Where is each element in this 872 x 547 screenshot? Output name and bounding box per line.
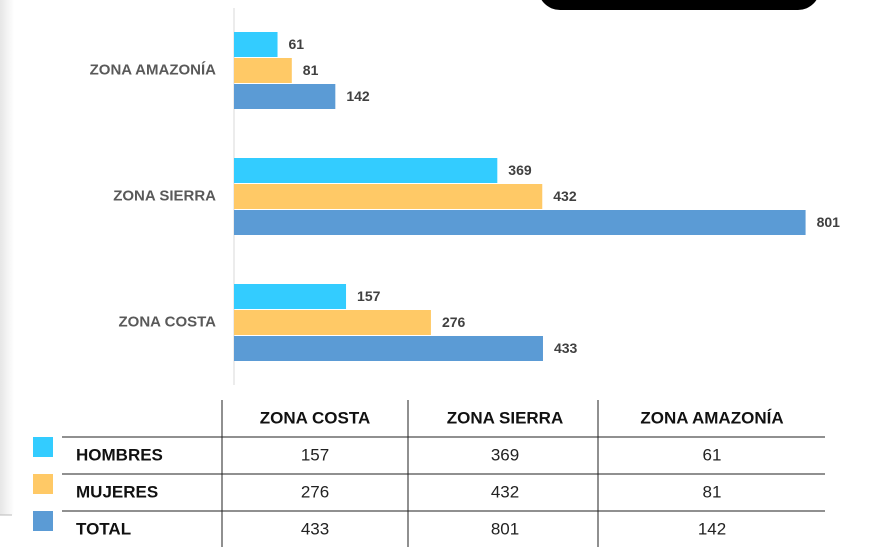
category-label: ZONA AMAZONÍA	[90, 61, 217, 78]
bar	[234, 184, 543, 209]
table-header: ZONA SIERRA	[447, 408, 564, 427]
value-label: 276	[442, 314, 466, 330]
table-header: ZONA AMAZONÍA	[640, 408, 783, 427]
bar	[234, 32, 278, 57]
table-cell: 81	[703, 482, 722, 501]
table-header: ZONA COSTA	[260, 408, 371, 427]
category-label: ZONA SIERRA	[113, 187, 216, 204]
table-cell: 61	[703, 445, 722, 464]
table	[62, 400, 825, 547]
legend-label: MUJERES	[76, 482, 158, 501]
value-label: 801	[817, 214, 841, 230]
legend-swatch	[33, 511, 53, 531]
value-label: 81	[303, 62, 319, 78]
side-shade	[0, 0, 14, 515]
decor-pill	[541, 0, 817, 10]
legend-swatch	[33, 474, 53, 494]
bar	[234, 284, 347, 309]
legend-label: HOMBRES	[76, 445, 163, 464]
table-cell: 157	[301, 445, 329, 464]
bar	[234, 84, 336, 109]
bar	[234, 58, 292, 83]
table-cell: 433	[301, 519, 329, 538]
table-cell: 801	[491, 519, 519, 538]
value-label: 157	[357, 288, 381, 304]
table-cell: 369	[491, 445, 519, 464]
value-label: 142	[346, 88, 370, 104]
bar	[234, 310, 431, 335]
table-cell: 142	[698, 519, 726, 538]
bar	[234, 336, 543, 361]
table-cell: 276	[301, 482, 329, 501]
bar	[234, 158, 498, 183]
category-label: ZONA COSTA	[119, 313, 217, 330]
value-label: 433	[554, 340, 578, 356]
value-label: 61	[289, 36, 305, 52]
table-cell: 432	[491, 482, 519, 501]
value-label: 369	[508, 162, 532, 178]
legend-swatch	[33, 437, 53, 457]
bar	[234, 210, 806, 235]
legend-label: TOTAL	[76, 519, 131, 538]
value-label: 432	[553, 188, 577, 204]
